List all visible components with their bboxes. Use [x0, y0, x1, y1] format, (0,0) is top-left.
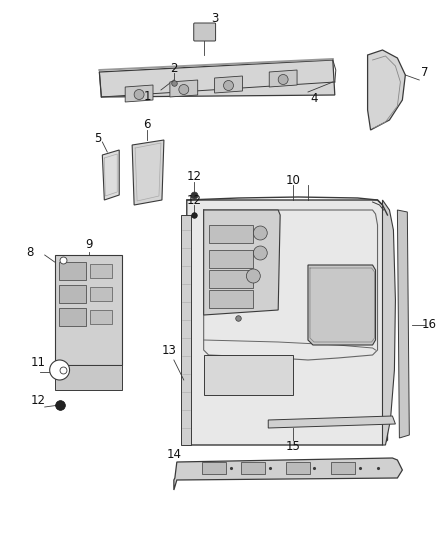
Polygon shape — [215, 76, 242, 93]
Polygon shape — [55, 255, 122, 365]
Polygon shape — [132, 140, 164, 205]
Polygon shape — [59, 308, 86, 326]
Polygon shape — [208, 250, 253, 268]
Polygon shape — [397, 210, 410, 438]
Polygon shape — [102, 150, 119, 200]
Polygon shape — [181, 215, 191, 445]
Text: 3: 3 — [211, 12, 218, 26]
Text: 13: 13 — [162, 343, 177, 357]
FancyBboxPatch shape — [194, 23, 215, 41]
Circle shape — [247, 269, 260, 283]
Polygon shape — [208, 225, 253, 243]
Polygon shape — [286, 462, 310, 474]
Polygon shape — [90, 287, 112, 301]
Polygon shape — [99, 60, 335, 97]
Circle shape — [179, 85, 189, 94]
Polygon shape — [308, 265, 375, 345]
Polygon shape — [382, 200, 396, 445]
Text: 11: 11 — [30, 357, 45, 369]
Text: 14: 14 — [166, 448, 181, 462]
Text: 7: 7 — [421, 66, 429, 78]
Text: 1: 1 — [143, 91, 151, 103]
Text: 9: 9 — [86, 238, 93, 252]
Polygon shape — [187, 200, 388, 445]
Polygon shape — [59, 285, 86, 303]
Polygon shape — [268, 416, 396, 428]
Polygon shape — [331, 462, 355, 474]
Text: 12: 12 — [30, 393, 45, 407]
Polygon shape — [59, 262, 86, 280]
Text: 15: 15 — [286, 440, 300, 454]
Circle shape — [223, 80, 233, 91]
Polygon shape — [55, 365, 122, 390]
Polygon shape — [208, 290, 253, 308]
Circle shape — [278, 75, 288, 85]
Text: 5: 5 — [94, 132, 101, 144]
Circle shape — [253, 246, 267, 260]
Polygon shape — [208, 270, 253, 288]
Circle shape — [49, 360, 70, 380]
Polygon shape — [90, 264, 112, 278]
Text: 12: 12 — [186, 169, 201, 182]
Polygon shape — [269, 70, 297, 87]
Text: 8: 8 — [26, 246, 33, 259]
Text: 4: 4 — [310, 92, 318, 104]
Polygon shape — [201, 462, 226, 474]
Polygon shape — [174, 458, 403, 490]
Polygon shape — [90, 310, 112, 324]
Text: 10: 10 — [286, 174, 300, 187]
Polygon shape — [241, 462, 265, 474]
Text: 2: 2 — [170, 61, 178, 75]
Text: 6: 6 — [143, 118, 151, 132]
Text: 12: 12 — [186, 193, 201, 206]
Circle shape — [134, 90, 144, 100]
Text: 16: 16 — [422, 319, 437, 332]
Polygon shape — [204, 355, 293, 395]
Circle shape — [253, 226, 267, 240]
Polygon shape — [125, 85, 153, 102]
Polygon shape — [204, 210, 280, 315]
Polygon shape — [170, 80, 198, 97]
Polygon shape — [367, 50, 405, 130]
